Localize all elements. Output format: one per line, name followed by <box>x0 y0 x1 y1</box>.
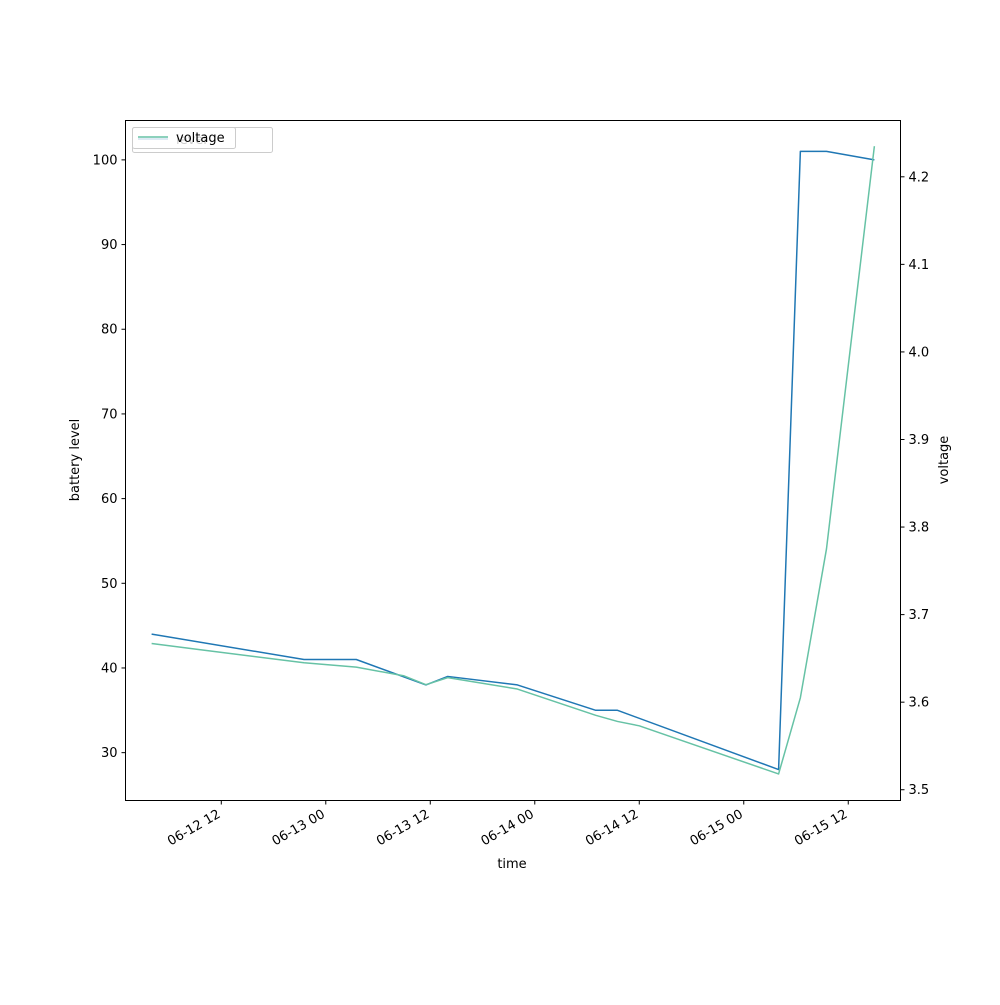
series-layer <box>151 146 876 775</box>
y-tick-label-left: 30 <box>101 746 118 761</box>
legend-frame-voltage <box>132 127 236 149</box>
x-tick-label: 06-13 12 <box>374 807 432 849</box>
y-tick-label-left: 90 <box>101 238 118 253</box>
y-tick-label-right: 3.6 <box>909 696 930 711</box>
x-tick-label: 06-14 12 <box>583 807 641 849</box>
y-tick-label-left: 80 <box>101 323 118 338</box>
y-axis-label-right: voltage <box>937 436 952 485</box>
y-tick-label-right: 4.0 <box>909 345 930 360</box>
x-axis: 06-12 12 06-13 00 06-13 12 06-14 00 06-14 12… <box>165 800 850 849</box>
legend-voltage: voltage <box>132 127 236 149</box>
y-tick-label-left: 60 <box>101 492 118 507</box>
y-tick-label-right: 3.5 <box>909 783 930 798</box>
x-tick-label: 06-15 12 <box>792 807 850 849</box>
y-tick-label-left: 50 <box>101 577 118 592</box>
x-tick-label: 06-15 00 <box>688 807 746 849</box>
y-axis-right: 3.5 3.6 3.7 3.8 3.9 4.0 4.1 4.2 <box>900 170 930 798</box>
x-tick-label: 06-12 12 <box>165 807 223 849</box>
y-axis-label-left: battery level <box>68 419 83 502</box>
y-axis-left: 30 40 50 60 70 80 90 100 <box>93 153 126 761</box>
y-tick-label-right: 4.1 <box>909 258 930 273</box>
x-axis-label: time <box>497 857 526 872</box>
y-tick-label-left: 100 <box>93 153 118 168</box>
x-tick-label: 06-14 00 <box>479 807 537 849</box>
plot-frame <box>125 120 901 801</box>
x-tick-label: 06-13 00 <box>270 807 328 849</box>
series-line-level <box>151 150 875 771</box>
series-line-voltage <box>151 146 876 775</box>
legend-label-voltage: voltage <box>176 131 225 146</box>
y-tick-label-right: 4.2 <box>909 170 930 185</box>
y-tick-label-left: 70 <box>101 407 118 422</box>
y-tick-label-left: 40 <box>101 661 118 676</box>
y-tick-label-right: 3.7 <box>909 608 930 623</box>
y-tick-label-right: 3.8 <box>909 521 930 536</box>
y-tick-label-right: 3.9 <box>909 433 930 448</box>
